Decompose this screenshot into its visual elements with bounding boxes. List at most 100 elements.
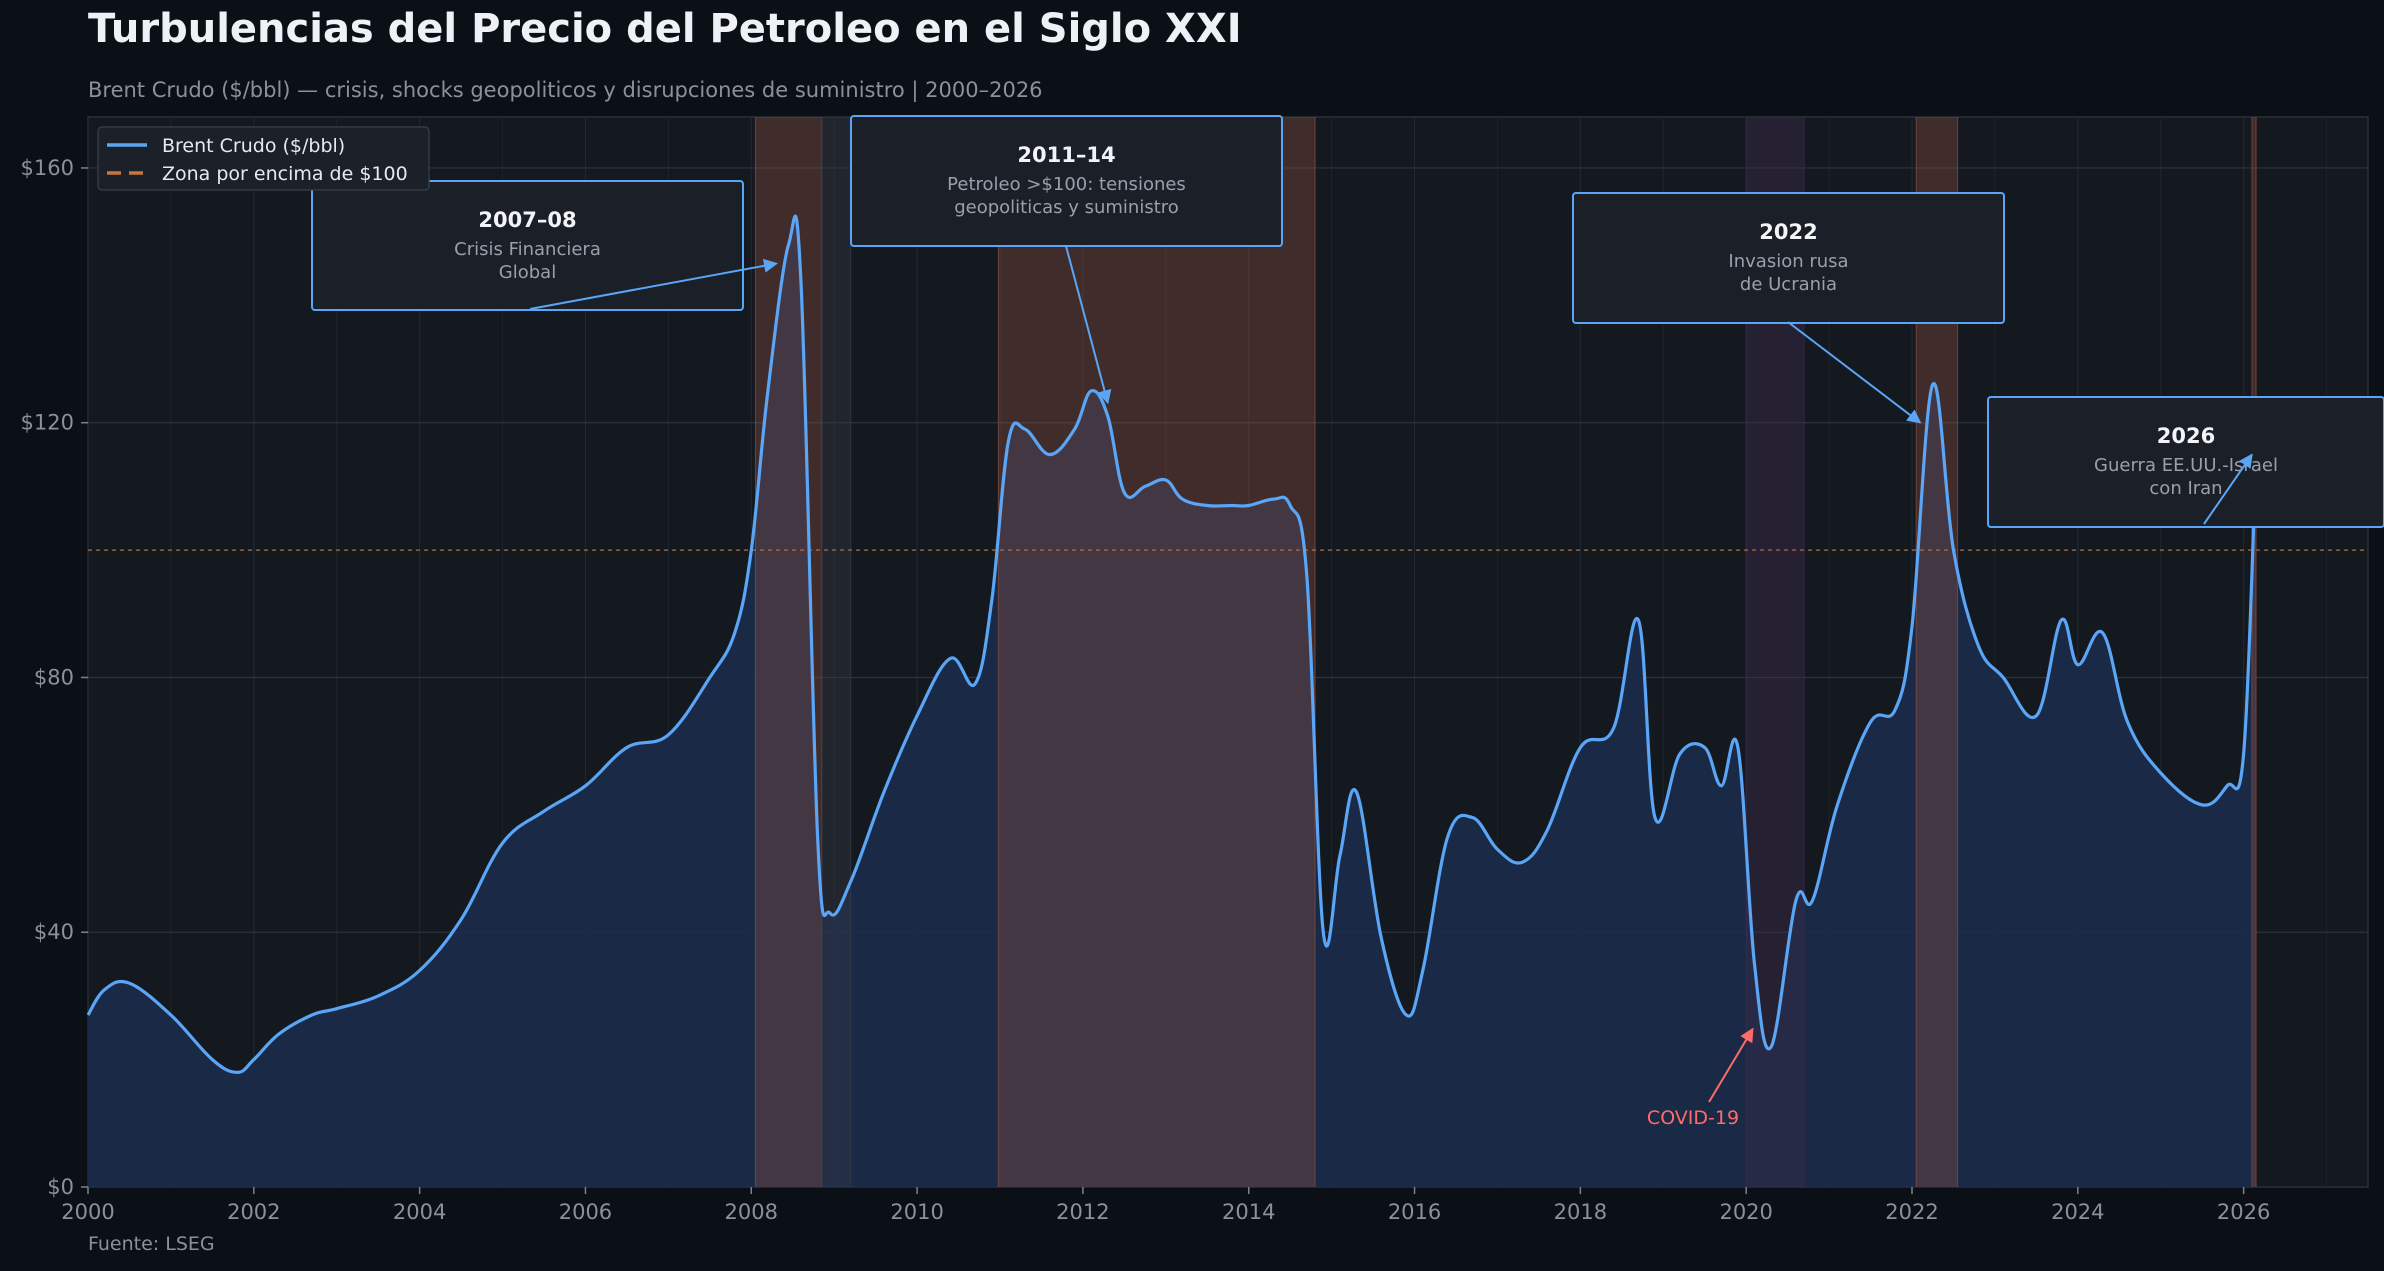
x-tick-label: 2006 [559,1200,612,1224]
data-point [1931,383,1934,386]
data-point [1144,485,1147,488]
data-point [1164,479,1167,482]
data-point [990,600,993,603]
data-point [766,389,769,392]
data-point [169,1014,172,1017]
data-point [1836,803,1839,806]
covid-label: COVID-19 [1647,1107,1739,1129]
data-point [1090,389,1093,392]
chart-subtitle: Brent Crudo ($/bbl) — crisis, shocks geo… [88,78,1043,102]
annotation-text: Crisis Financiera [454,239,601,260]
data-point [787,243,790,246]
data-point [829,912,832,915]
annotation-title: 2022 [1759,220,1817,244]
data-point [418,969,421,972]
data-point [1446,835,1449,838]
shaded-region-crisis [2251,117,2257,1187]
annotation-text: de Ucrania [1740,274,1837,295]
data-point [103,988,106,991]
y-tick-label: $40 [34,920,74,944]
price-area-fill [88,216,2257,1188]
y-tick-label: $80 [34,665,74,689]
legend: Brent Crudo ($/bbl) Zona por encima de $1… [97,126,430,191]
data-point [1305,574,1308,577]
data-point [974,682,977,685]
x-tick-label: 2026 [2217,1200,2270,1224]
data-point [1206,504,1209,507]
data-point [1338,854,1341,857]
data-point [949,657,952,660]
data-point [1579,746,1582,749]
annotation-title: 2011–14 [1017,143,1115,167]
annotation-text: Petroleo >$100: tensiones [947,174,1186,195]
data-point [1231,504,1234,507]
chart-source: Fuente: LSEG [88,1233,215,1255]
data-point [1894,708,1897,711]
data-point [252,1058,255,1061]
x-tick-label: 2016 [1388,1200,1441,1224]
data-point [1952,549,1955,552]
data-point [2126,721,2129,724]
data-point [1247,504,1250,507]
annotation-title: 2007–08 [478,208,576,232]
price-series-line [86,214,2258,1074]
data-point [1322,931,1325,934]
data-point [2035,714,2038,717]
data-point [211,1058,214,1061]
data-point [1977,644,1980,647]
chart-title: Turbulencias del Precio del Petroleo en … [88,6,1242,52]
data-point [1289,504,1292,507]
annotation-box [311,180,744,311]
data-point [1181,498,1184,501]
x-tick-label: 2004 [393,1200,446,1224]
data-point [501,842,504,845]
data-point [236,1071,239,1074]
data-point [816,835,819,838]
data-point [1405,1014,1408,1017]
data-point [1521,861,1524,864]
shaded-region-crisis [998,117,1316,1187]
annotation-text: Global [499,262,556,283]
data-point [1811,899,1814,902]
data-point [377,994,380,997]
data-point [584,784,587,787]
annotation-arrow [529,258,778,310]
covid-arrow [1708,1027,1754,1103]
data-point [1123,491,1126,494]
data-point [1380,937,1383,940]
annotation-2011–14: 2011–14 Petroleo >$100: tensionesgeopolit… [850,115,1283,247]
annotation-text: Invasion rusa [1728,251,1848,272]
x-tick-label: 2000 [61,1200,114,1224]
data-point [1678,752,1681,755]
data-point [1770,1045,1773,1048]
data-point [128,982,131,985]
annotation-box [1987,396,2384,528]
data-point [1272,498,1275,501]
data-point [1471,816,1474,819]
data-point [2076,663,2079,666]
data-point [2201,803,2204,806]
data-point [2101,631,2104,634]
x-tick-label: 2020 [1719,1200,1772,1224]
data-point [916,714,919,717]
data-point [335,1007,338,1010]
data-point [1654,816,1657,819]
data-point [2002,676,2005,679]
data-point [2242,752,2245,755]
data-point [1421,969,1424,972]
data-point [750,549,753,552]
data-point [708,676,711,679]
annotation-arrow [1065,245,1112,405]
data-point [625,746,628,749]
data-point [1023,428,1026,431]
data-point [1355,791,1358,794]
y-tick-label: $0 [47,1175,74,1199]
data-point [1869,721,1872,724]
shaded-region-period [821,117,851,1187]
data-point [2226,784,2229,787]
data-point [800,281,803,284]
annotation-text: Guerra EE.UU.-Israel [2094,455,2278,476]
